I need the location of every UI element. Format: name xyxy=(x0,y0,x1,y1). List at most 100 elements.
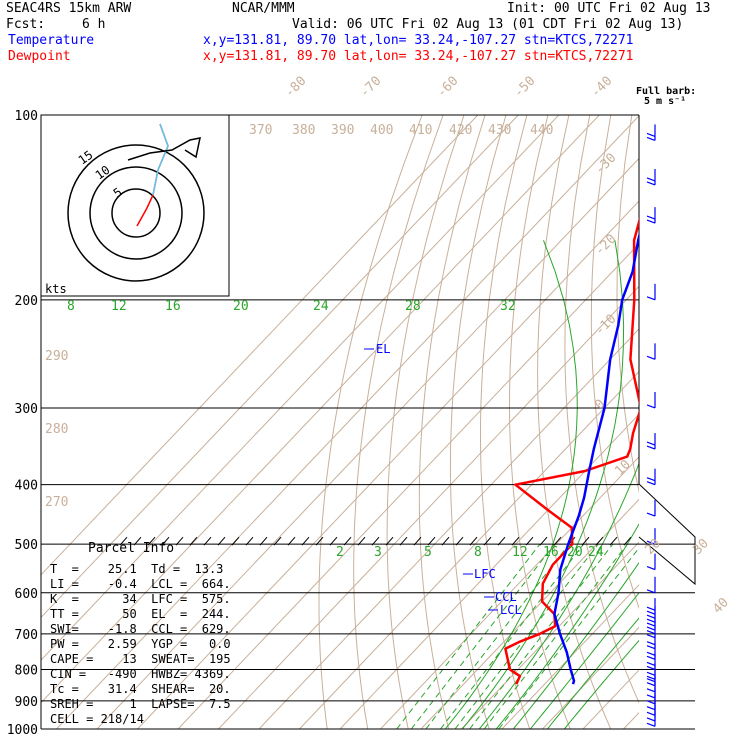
dry-adiabat xyxy=(386,115,465,729)
dry-adiabat xyxy=(642,115,740,729)
mixing-ratio-label: 20 xyxy=(233,299,249,314)
mixing-ratio-line xyxy=(483,543,628,729)
isotherm-label: -40 xyxy=(588,74,615,101)
dry-adiabat xyxy=(564,115,639,704)
lfc-marker: LFC xyxy=(474,567,496,581)
pressure-tick-label: 800 xyxy=(15,663,38,678)
hodograph-box xyxy=(40,114,230,297)
wind-barb-flag xyxy=(646,610,656,615)
ccl-marker: CCL xyxy=(495,590,517,604)
hatch-mark xyxy=(581,536,590,546)
parcel-info-panel: Parcel Info T = 25.1 Td = 13.3 LI = -0.4… xyxy=(50,541,231,726)
dry-adiabat xyxy=(480,115,531,729)
hatch-mark xyxy=(469,536,478,546)
wind-barb-flag xyxy=(646,688,656,693)
hatch-mark xyxy=(525,536,534,546)
hatch-mark xyxy=(413,536,422,546)
dewpoint-legend-info: x,y=131.81, 89.70 lat,lon= 33.24,-107.27… xyxy=(203,49,633,64)
isotherm-line xyxy=(258,328,639,729)
wind-barb xyxy=(646,468,656,486)
wind-barb-flag xyxy=(646,682,656,687)
hatch-mark xyxy=(609,536,618,546)
wind-barb-flag xyxy=(646,181,656,186)
isotherm-line xyxy=(177,243,639,729)
wind-barb-flag xyxy=(646,540,656,545)
wind-barb-flag xyxy=(646,722,656,727)
wind-barb-flag xyxy=(646,661,656,667)
isotherm-line xyxy=(218,285,639,729)
isotherm-line xyxy=(420,498,639,729)
plot-right-notch xyxy=(638,483,696,586)
temperature-legend: Temperature xyxy=(8,33,94,48)
isotherm-line xyxy=(41,115,600,704)
isotherm-label: -50 xyxy=(511,74,538,101)
wind-key-units: 5 m s⁻¹ xyxy=(644,96,686,107)
wind-barb xyxy=(646,207,656,224)
dry-adiabat xyxy=(353,115,444,729)
hatch-mark xyxy=(217,536,226,546)
hatch-mark xyxy=(497,536,506,546)
wind-barb-flag xyxy=(646,614,656,619)
profile-traces xyxy=(504,217,639,685)
dewpoint-trace xyxy=(504,217,639,685)
init-time: Init: 00 UTC Fri 02 Aug 13 xyxy=(507,1,711,16)
fcst-label: Fcst: xyxy=(6,17,45,32)
hatch-mark xyxy=(539,536,548,546)
hatch-mark xyxy=(315,536,324,546)
mixing-ratio-line xyxy=(469,543,614,729)
mixing-ratio-label: 24 xyxy=(588,545,604,560)
hatch-mark xyxy=(343,536,352,546)
wind-barb-flag xyxy=(646,717,656,722)
adiabat-label: 290 xyxy=(45,349,68,364)
isotherm-label: 30 xyxy=(690,536,712,558)
fcst-value: 6 h xyxy=(82,17,105,32)
hatch-mark xyxy=(231,536,240,546)
dry-adiabat xyxy=(690,115,740,729)
hodograph-ring-label-10: 10 xyxy=(93,163,113,183)
dry-adiabat xyxy=(666,115,740,729)
hatch-mark xyxy=(483,536,492,546)
wind-barb-flag xyxy=(646,606,656,611)
wind-barb-flag xyxy=(646,645,656,650)
wind-barb-flag xyxy=(646,700,656,705)
wind-barb xyxy=(646,500,656,517)
wind-barb xyxy=(646,283,656,301)
adiabat-label: 410 xyxy=(409,123,432,138)
hatch-mark xyxy=(259,536,268,546)
hatch-mark xyxy=(147,536,156,546)
pressure-tick-label: 700 xyxy=(15,628,38,643)
dry-adiabat xyxy=(590,115,639,610)
pressure-tick-label: 400 xyxy=(15,479,38,494)
isotherm-line xyxy=(41,115,560,661)
adiabat-label: 400 xyxy=(370,123,393,138)
isotherm-line xyxy=(299,370,639,729)
mixing-ratio-label: 32 xyxy=(500,299,516,314)
mixing-ratio-label: 28 xyxy=(405,299,421,314)
temperature-legend-info: x,y=131.81, 89.70 lat,lon= 33.24,-107.27… xyxy=(203,33,633,48)
mixing-ratio-line xyxy=(425,543,570,729)
wind-barb-flag xyxy=(646,441,656,446)
isotherm-line xyxy=(41,115,479,576)
wind-barb-flag xyxy=(646,589,656,594)
wind-barb xyxy=(646,663,656,680)
mixing-ratio-label: 8 xyxy=(67,299,75,314)
wind-barbs xyxy=(646,124,656,727)
wind-barb-flag xyxy=(646,481,656,486)
wind-barb xyxy=(646,343,656,360)
hatch-mark xyxy=(357,536,366,546)
moist-adiabat xyxy=(530,591,639,729)
hatch-mark xyxy=(189,536,198,546)
mixing-ratio-label: 24 xyxy=(313,299,329,314)
wind-barb-flag xyxy=(646,136,656,141)
parcel-row: SWI= -1.8 CCL = 629. xyxy=(50,622,231,636)
hatch-mark xyxy=(511,536,520,546)
wind-barb-flag xyxy=(646,711,656,716)
hatch-mark xyxy=(161,536,170,546)
wind-barb xyxy=(646,598,656,615)
adiabat-label: 430 xyxy=(488,123,511,138)
isotherm-label: -80 xyxy=(282,74,309,101)
hatch-mark xyxy=(399,536,408,546)
wind-barb xyxy=(646,124,656,141)
wind-barb-flag xyxy=(646,445,656,450)
